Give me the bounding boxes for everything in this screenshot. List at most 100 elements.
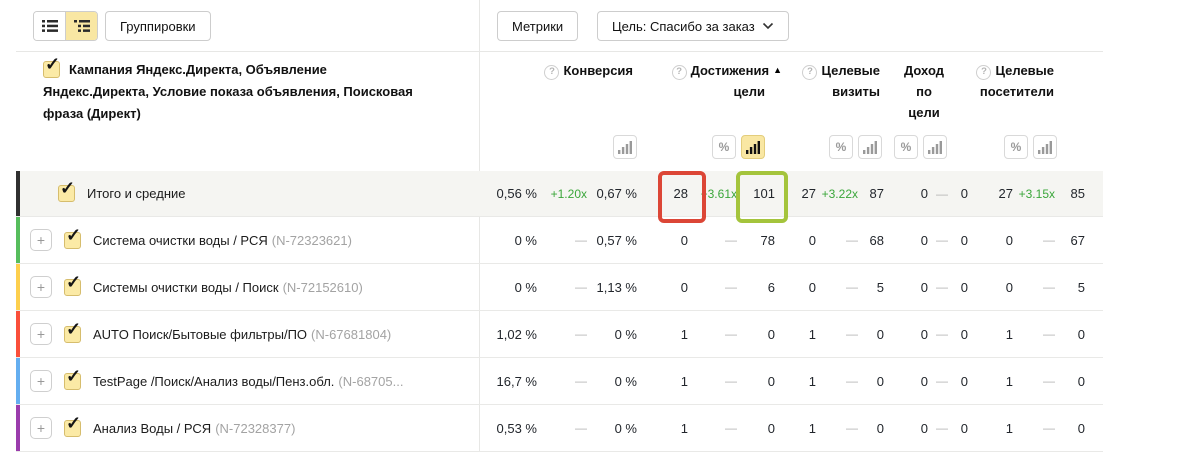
metric-change: — <box>1043 374 1055 388</box>
metric-value: 0 <box>920 420 928 436</box>
metrics-button[interactable]: Метрики <box>497 11 579 41</box>
metric-value: 27 <box>801 186 816 201</box>
help-icon[interactable]: ? <box>671 65 687 80</box>
metric-value: 6 <box>767 279 775 295</box>
metric-value: 0 % <box>614 373 637 389</box>
flat-list-view-button[interactable] <box>34 12 65 40</box>
row-id: (N-72323621) <box>271 232 352 248</box>
checkmark-icon: ✓ <box>66 365 82 386</box>
metric-value: 1 <box>680 326 688 342</box>
metric-value: 0 <box>1077 326 1085 342</box>
metric-value: 28 <box>673 186 688 201</box>
percent-icon[interactable]: % <box>894 135 918 159</box>
metric-value: 0 <box>960 420 968 436</box>
checkmark-icon: ✓ <box>66 224 82 245</box>
row-color-marker <box>16 405 20 451</box>
row-color-marker <box>16 217 20 263</box>
metric-value: 0 <box>1077 420 1085 436</box>
toolbar-divider <box>16 51 1103 52</box>
row-id: (N-72152610) <box>282 279 363 295</box>
expand-button[interactable]: + <box>30 229 52 251</box>
annotation-green-box <box>736 171 788 223</box>
goal-select-button[interactable]: Цель: Спасибо за заказ <box>597 11 789 41</box>
metric-change: +1.20x <box>550 186 587 201</box>
dimension-header-checkbox[interactable]: ✓ <box>43 54 60 78</box>
metric-value: 0,53 % <box>496 420 537 436</box>
row-checkbox[interactable]: ✓ <box>64 272 81 296</box>
metric-value: 0 <box>1005 232 1013 248</box>
bar-chart-icon[interactable] <box>923 135 947 159</box>
metric-value: 0 <box>920 373 928 389</box>
metric-value: 1 <box>1005 326 1013 342</box>
metric-value: 0 % <box>514 279 537 295</box>
row-checkbox[interactable]: ✓ <box>64 413 81 437</box>
tree-list-icon <box>73 19 90 33</box>
column-header-goal-revenue[interactable]: Доход по цели <box>904 63 944 120</box>
row-label: Итого и средние <box>87 186 186 201</box>
row-label: Система очистки воды / РСЯ <box>93 232 268 248</box>
bar-chart-icon[interactable] <box>858 135 882 159</box>
metric-value: 0 <box>960 326 968 342</box>
expand-button[interactable]: + <box>30 370 52 392</box>
help-icon[interactable]: ? <box>976 65 992 80</box>
help-icon[interactable]: ? <box>802 65 818 80</box>
percent-icon[interactable]: % <box>712 135 736 159</box>
metric-value: 0 % <box>614 420 637 436</box>
metric-value: 85 <box>1070 186 1085 201</box>
row-checkbox[interactable]: ✓ <box>58 178 75 202</box>
expand-button[interactable]: + <box>30 323 52 345</box>
column-header-target-visitors[interactable]: ? Целевые посетители <box>968 60 1054 102</box>
metric-change: — <box>725 280 737 294</box>
bar-chart-icon[interactable] <box>1033 135 1057 159</box>
bar-chart-icon[interactable] <box>741 135 765 159</box>
metric-value: 0 <box>960 373 968 389</box>
row-metrics: 1,02 % — 0 % 1 — 0 1 — 0 0 — 0 1 — 0 <box>480 311 1085 357</box>
help-icon[interactable]: ? <box>544 65 560 80</box>
metric-display-toggles: % % % % <box>0 135 1187 161</box>
column-header-conversion[interactable]: ? Конверсия <box>480 60 633 81</box>
metric-value: 0 <box>876 420 884 436</box>
metric-value: 0 <box>920 279 928 295</box>
row-color-marker <box>16 311 20 357</box>
chevron-down-icon <box>762 22 774 30</box>
percent-icon[interactable]: % <box>1004 135 1028 159</box>
row-checkbox[interactable]: ✓ <box>64 366 81 390</box>
row-color-marker <box>16 264 20 310</box>
metric-value: 1 <box>808 373 816 389</box>
checkmark-icon: ✓ <box>66 271 82 292</box>
metric-change: — <box>575 280 587 294</box>
metric-value: 78 <box>760 232 775 248</box>
column-header-goal-reaches[interactable]: ? Достижения ▲ цели <box>645 60 782 102</box>
table-row: + ✓ TestPage /Поиск/Анализ воды/Пенз.обл… <box>16 358 1103 405</box>
groupings-button[interactable]: Группировки <box>105 11 211 41</box>
panel-divider <box>479 0 480 452</box>
metric-value: 0 <box>767 420 775 436</box>
metric-change: — <box>575 233 587 247</box>
bar-chart-icon[interactable] <box>613 135 637 159</box>
metric-value: 0 <box>1005 279 1013 295</box>
metric-value: 16,7 % <box>496 373 537 389</box>
tree-view-button[interactable] <box>65 12 97 40</box>
row-label: Системы очистки воды / Поиск <box>93 279 279 295</box>
row-checkbox[interactable]: ✓ <box>64 319 81 343</box>
row-metrics: 0 % — 1,13 % 0 — 6 0 — 5 0 — 0 0 — 5 <box>480 264 1085 310</box>
column-header-target-visits[interactable]: ? Целевые визиты <box>790 60 880 102</box>
metric-value: 5 <box>1077 279 1085 295</box>
metric-change: — <box>936 374 948 388</box>
metric-change: — <box>575 421 587 435</box>
checkmark-icon: ✓ <box>66 318 82 339</box>
goal-select-label: Цель: Спасибо за заказ <box>612 18 755 34</box>
row-checkbox[interactable]: ✓ <box>64 225 81 249</box>
expand-button[interactable]: + <box>30 276 52 298</box>
metric-change: +3.61x <box>700 186 737 201</box>
metric-change: — <box>936 186 948 201</box>
expand-button[interactable]: + <box>30 417 52 439</box>
metric-change: — <box>936 421 948 435</box>
percent-icon[interactable]: % <box>829 135 853 159</box>
metric-value: 5 <box>876 279 884 295</box>
metric-value: 0 <box>808 279 816 295</box>
metric-change: — <box>846 327 858 341</box>
checkmark-icon: ✓ <box>60 178 76 198</box>
metric-value: 0,56 % <box>496 186 537 201</box>
metric-value: 1,13 % <box>596 279 637 295</box>
